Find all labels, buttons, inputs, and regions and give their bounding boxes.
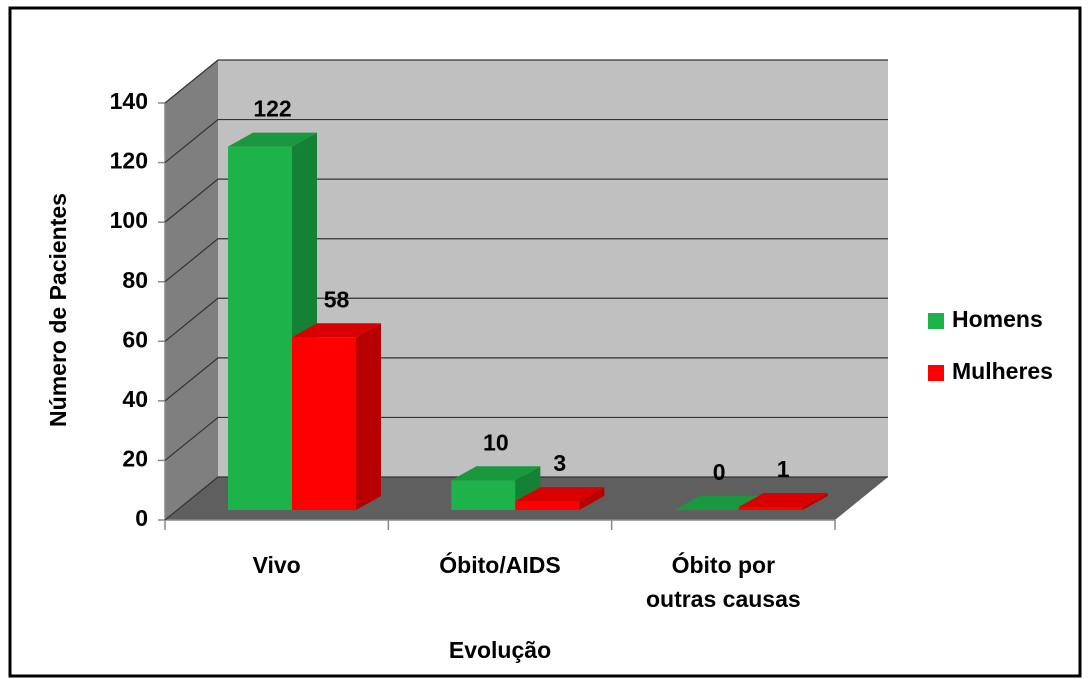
- x-tick-label: Óbito por outras causas: [645, 552, 801, 612]
- y-axis-title: Número de Pacientes: [45, 193, 71, 427]
- y-tick-label: 80: [122, 267, 148, 293]
- x-tick-label: Vivo: [252, 552, 301, 578]
- y-tick-label: 120: [110, 148, 148, 174]
- bar-front: [292, 337, 356, 510]
- bar-front: [738, 507, 803, 510]
- frame: [8, 6, 1082, 678]
- left-wall: [165, 60, 218, 520]
- data-label: 58: [324, 286, 350, 312]
- y-tick-label: 140: [110, 88, 148, 114]
- grid-line: [164, 118, 888, 164]
- y-tick-label: 20: [122, 446, 148, 472]
- grid-line: [164, 59, 888, 104]
- grid-line: [164, 476, 888, 521]
- data-label: 122: [253, 96, 291, 122]
- y-tick-label: 100: [110, 207, 148, 233]
- back-wall: [218, 60, 888, 477]
- bar-top: [228, 132, 317, 147]
- y-tick-label: 0: [135, 505, 148, 531]
- data-label: 1: [777, 456, 790, 482]
- grid-line: [164, 357, 888, 402]
- bar-top: [515, 487, 605, 502]
- legend-label: Mulheres: [952, 358, 1053, 384]
- bar-front: [228, 146, 292, 510]
- grid-line: [164, 238, 888, 283]
- legend-swatch: [928, 365, 944, 381]
- data-label: 3: [553, 450, 566, 476]
- bar-side: [356, 323, 381, 510]
- y-tick-label: 60: [122, 326, 148, 352]
- bar-top: [292, 323, 381, 338]
- x-axis-title: Evolução: [449, 637, 551, 663]
- legend-swatch: [928, 313, 944, 329]
- grid-line: [164, 297, 888, 342]
- bar-top: [738, 493, 828, 508]
- bar-top: [451, 466, 541, 481]
- bar-front: [515, 501, 580, 510]
- grid-line: [164, 178, 888, 223]
- bar-front: [451, 480, 516, 510]
- data-label: 10: [483, 429, 509, 455]
- bar-side: [579, 487, 605, 510]
- data-label: 0: [713, 459, 726, 485]
- legend-label: Homens: [952, 306, 1043, 332]
- grid-line: [164, 416, 888, 461]
- y-tick-label: 40: [122, 386, 148, 412]
- bar-side: [802, 493, 828, 510]
- x-tick-label: Óbito/AIDS: [439, 552, 561, 578]
